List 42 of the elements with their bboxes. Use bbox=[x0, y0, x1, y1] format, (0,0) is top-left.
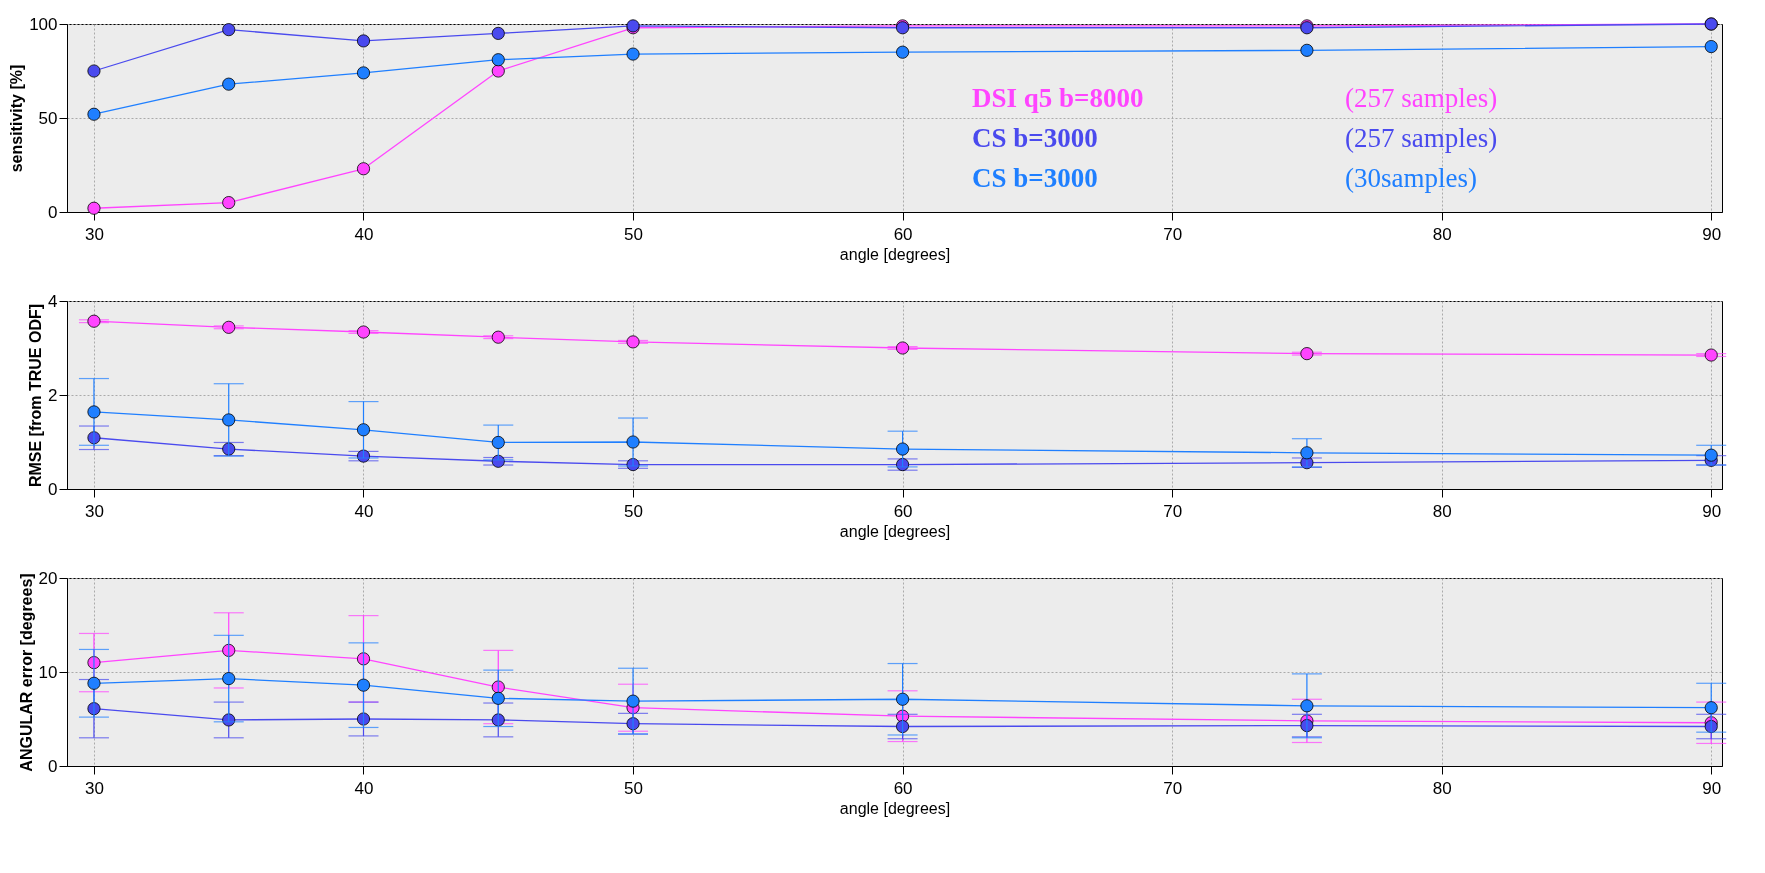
y-tick-label: 4 bbox=[48, 291, 58, 311]
x-tick-label: 80 bbox=[1432, 501, 1452, 521]
x-tick-label: 40 bbox=[354, 501, 374, 521]
x-axis-title: angle [degrees] bbox=[839, 799, 951, 817]
x-tick-label: 60 bbox=[893, 501, 913, 521]
x-tick-label: 90 bbox=[1702, 778, 1722, 798]
x-tick-label: 50 bbox=[624, 501, 643, 521]
x-tick-label: 90 bbox=[1702, 501, 1722, 521]
x-tick-label: 60 bbox=[893, 778, 913, 798]
text: DSI q5 b=8000 bbox=[972, 83, 1144, 113]
y-tick-label: 20 bbox=[38, 568, 58, 588]
y-axis-title: RMSE [from TRUE ODF] bbox=[27, 303, 45, 488]
x-tick-label: 40 bbox=[354, 224, 374, 244]
x-tick-label: 40 bbox=[354, 778, 374, 798]
x-tick-label: 60 bbox=[893, 224, 913, 244]
x-tick-label: 80 bbox=[1432, 778, 1452, 798]
y-tick-label: 0 bbox=[48, 479, 58, 499]
x-tick-label: 30 bbox=[84, 224, 104, 244]
y-tick-label: 100 bbox=[29, 14, 58, 34]
x-tick-label: 70 bbox=[1163, 501, 1183, 521]
y-tick-label: 50 bbox=[38, 108, 58, 128]
x-tick-label: 80 bbox=[1432, 224, 1452, 244]
x-tick-label: 50 bbox=[624, 778, 643, 798]
x-tick-label: 50 bbox=[624, 224, 643, 244]
x-tick-label: 30 bbox=[84, 501, 104, 521]
x-tick-label: 90 bbox=[1702, 224, 1722, 244]
y-tick-label: 10 bbox=[38, 662, 58, 682]
x-tick-label: 70 bbox=[1163, 224, 1183, 244]
y-tick-label: 0 bbox=[48, 202, 58, 222]
y-axis-title: ANGULAR error [degrees] bbox=[17, 573, 35, 772]
y-axis-title: sensitivity [%] bbox=[8, 64, 26, 173]
x-tick-label: 70 bbox=[1163, 778, 1183, 798]
annotation: (257 samples) bbox=[1345, 83, 1498, 113]
text: CS b=3000 bbox=[972, 123, 1098, 153]
y-tick-label: 2 bbox=[48, 385, 58, 405]
x-tick-label: 30 bbox=[84, 778, 104, 798]
annotation: (257 samples) bbox=[1345, 123, 1498, 153]
y-tick-label: 0 bbox=[48, 756, 58, 776]
text: CS b=3000 bbox=[972, 163, 1098, 193]
x-axis-title: angle [degrees] bbox=[839, 245, 951, 263]
annotation: (30samples) bbox=[1345, 163, 1477, 193]
x-axis-title: angle [degrees] bbox=[839, 522, 951, 540]
